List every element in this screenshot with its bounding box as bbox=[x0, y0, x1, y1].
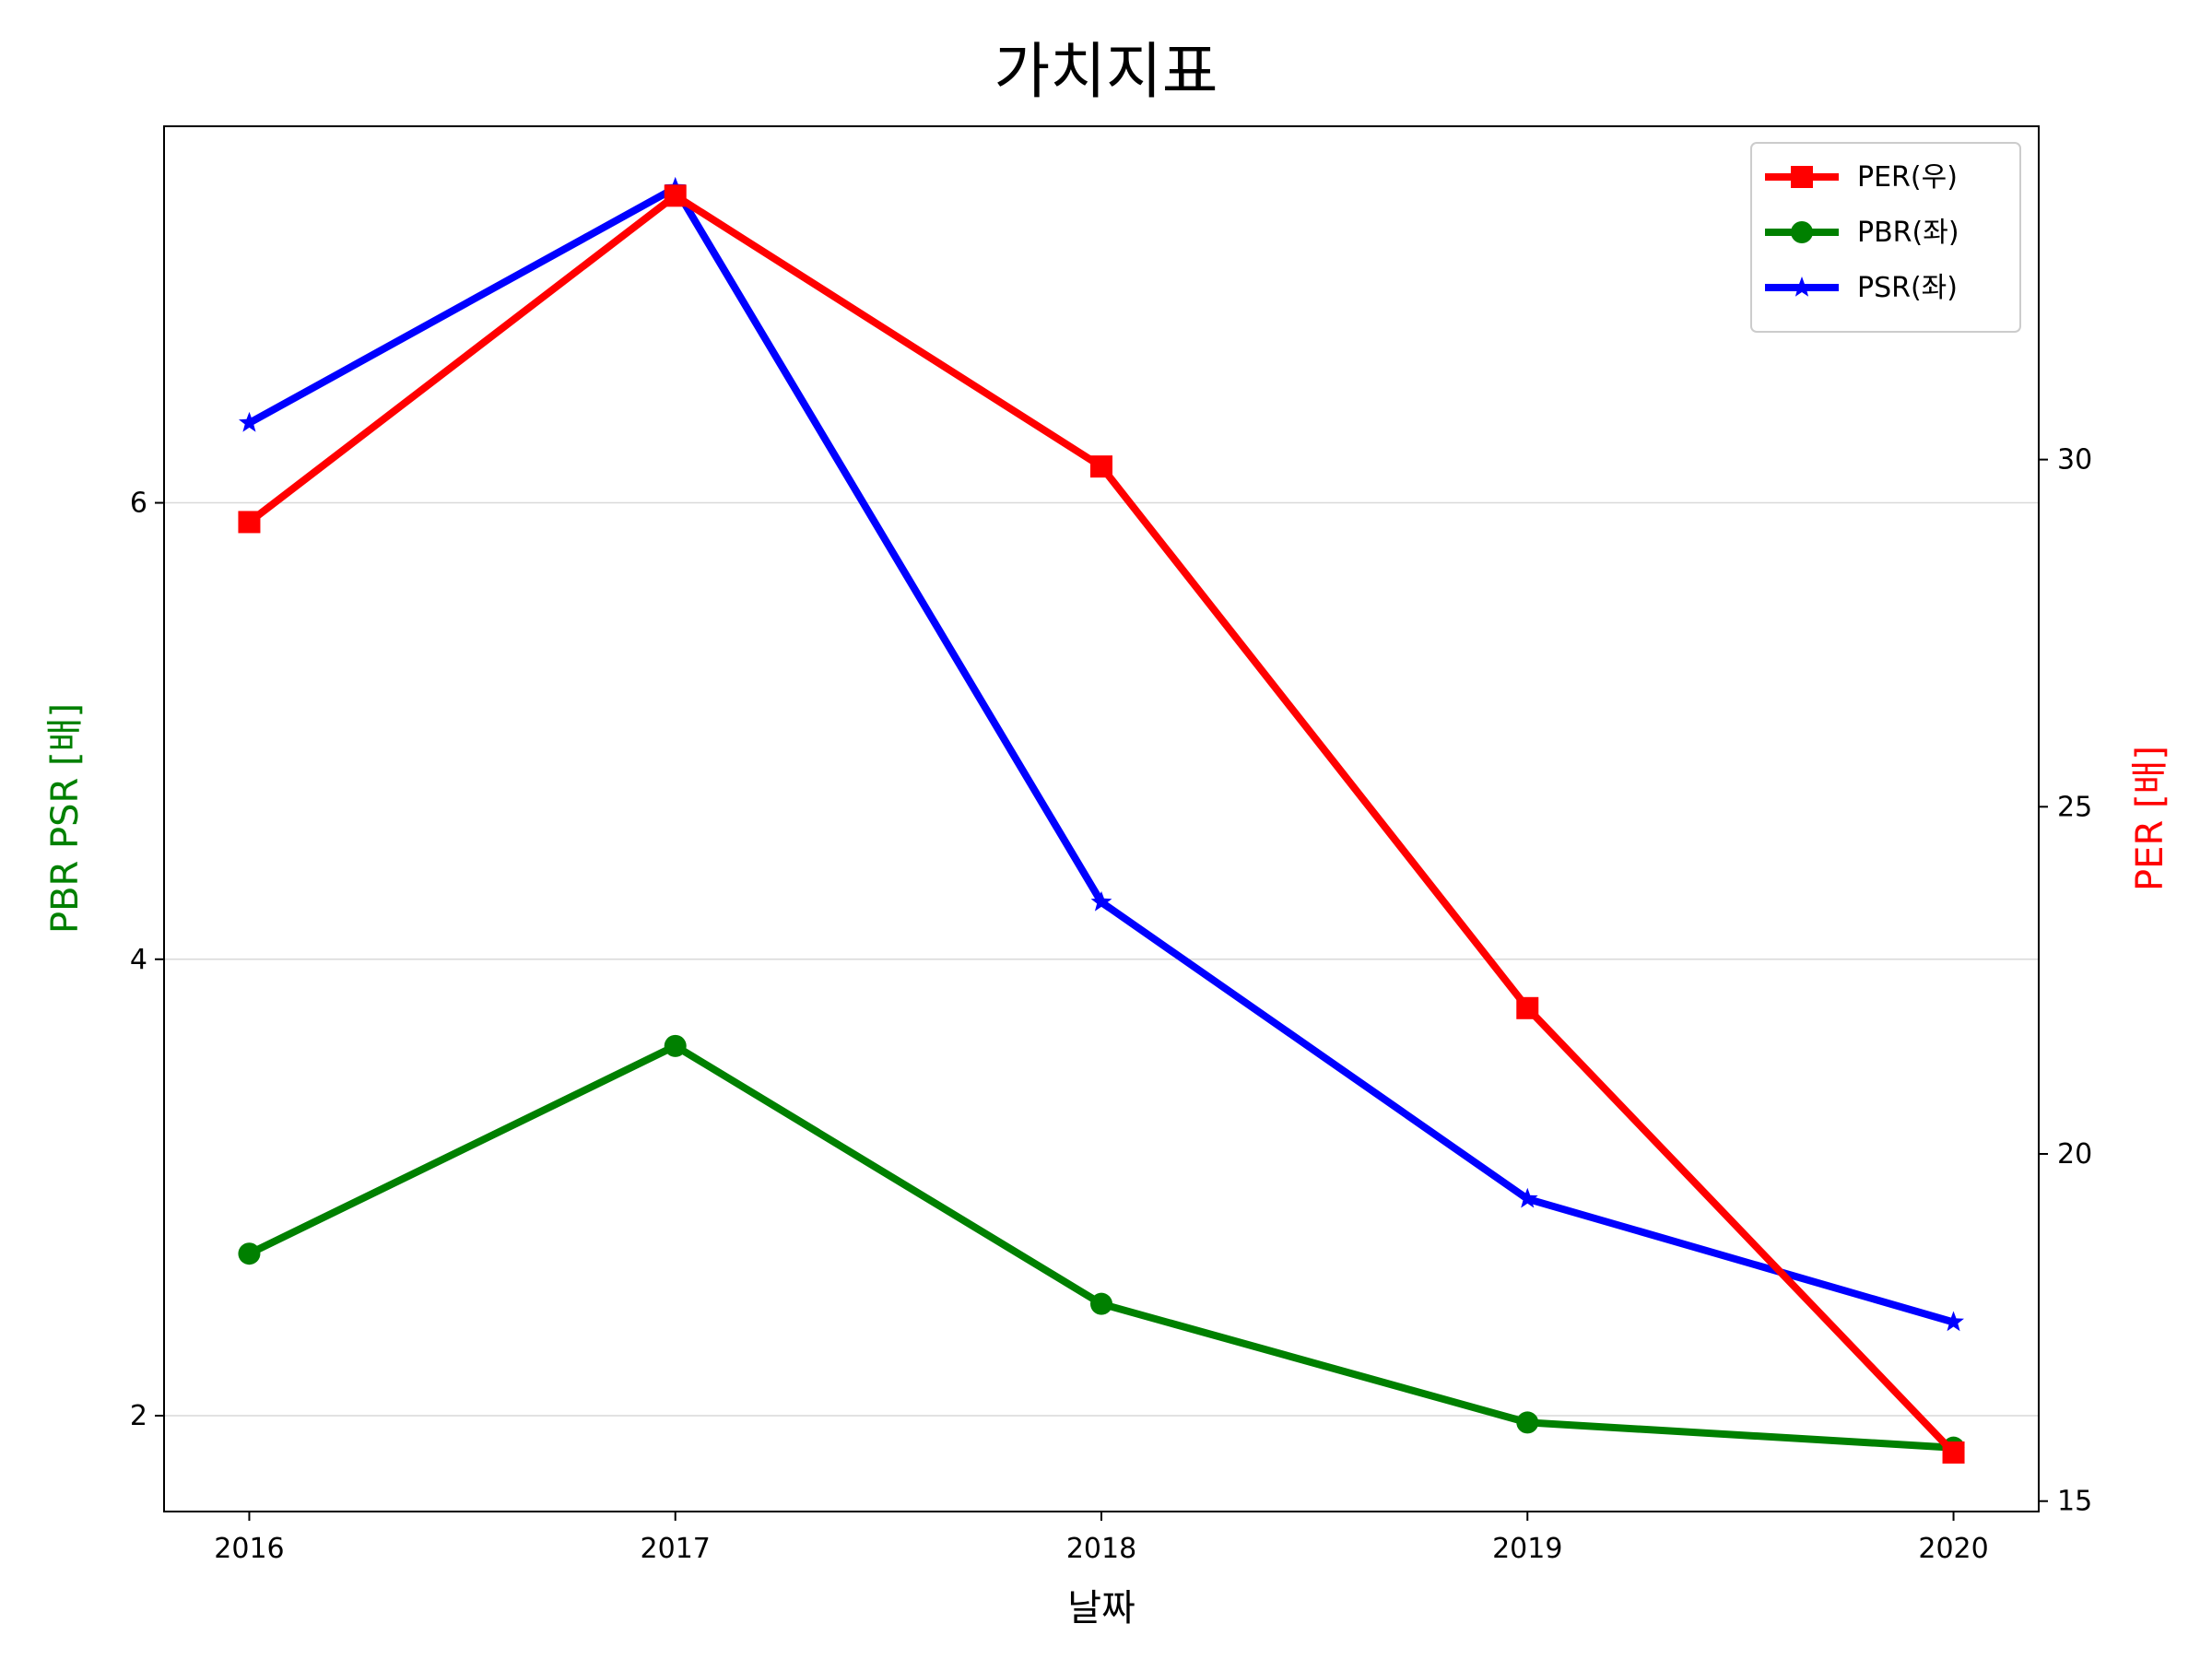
y-left-tick-label: 2 bbox=[130, 1400, 147, 1432]
data-point-pbr bbox=[664, 1034, 687, 1057]
y-left-tick-label: 6 bbox=[130, 488, 147, 520]
y-right-tick-label: 15 bbox=[2057, 1486, 2092, 1518]
data-point-pbr bbox=[238, 1242, 261, 1265]
data-point-pbr bbox=[1090, 1292, 1112, 1315]
y-right-tick-label: 30 bbox=[2057, 444, 2092, 477]
x-tick-label: 2017 bbox=[641, 1533, 711, 1565]
legend-marker-per bbox=[1791, 166, 1813, 188]
x-tick-label: 2020 bbox=[1918, 1533, 1988, 1565]
legend: PER(우) PBR(좌) PSR(좌) bbox=[1750, 142, 2021, 333]
y-right-tick-label: 25 bbox=[2057, 791, 2092, 823]
legend-marker-psr bbox=[1791, 276, 1813, 297]
x-tick-label: 2019 bbox=[1492, 1533, 1562, 1565]
data-point-per bbox=[664, 184, 687, 207]
legend-marker-pbr bbox=[1791, 221, 1813, 243]
y-axis-right: 15 20 25 30 bbox=[2039, 444, 2092, 1518]
data-point-per bbox=[1090, 455, 1112, 478]
series-psr bbox=[239, 176, 1964, 1332]
y-left-tick-label: 4 bbox=[130, 944, 147, 976]
series-line-per bbox=[247, 192, 1957, 1455]
data-point-psr bbox=[1090, 890, 1112, 912]
data-point-per bbox=[238, 511, 261, 534]
series-layer bbox=[238, 176, 1965, 1464]
y-right-tick-label: 20 bbox=[2057, 1138, 2092, 1171]
x-tick-label: 2016 bbox=[214, 1533, 284, 1565]
x-tick-label: 2018 bbox=[1066, 1533, 1136, 1565]
y-axis-left: 2 4 6 bbox=[130, 488, 164, 1432]
series-line-psr bbox=[247, 183, 1955, 1326]
x-axis-label: 날짜 bbox=[1067, 1587, 1135, 1630]
legend-label-per: PER(우) bbox=[1857, 161, 1958, 194]
data-point-psr bbox=[239, 411, 260, 432]
y-axis-left-label: PBR PSR [배] bbox=[44, 703, 87, 934]
data-point-per bbox=[1516, 996, 1539, 1019]
data-point-psr bbox=[1943, 1311, 1964, 1332]
data-point-per bbox=[1942, 1441, 1965, 1464]
y-axis-right-label: PER [배] bbox=[2129, 746, 2171, 891]
grid-lines bbox=[164, 501, 2039, 1417]
data-point-pbr bbox=[1516, 1411, 1539, 1434]
legend-label-pbr: PBR(좌) bbox=[1857, 217, 1959, 249]
data-point-psr bbox=[1516, 1187, 1538, 1208]
chart-title: 가치지표 bbox=[994, 36, 1218, 107]
x-axis: 2016 2017 2018 2019 2020 bbox=[214, 1512, 1989, 1565]
legend-label-psr: PSR(좌) bbox=[1857, 272, 1958, 304]
series-per bbox=[238, 184, 1965, 1464]
